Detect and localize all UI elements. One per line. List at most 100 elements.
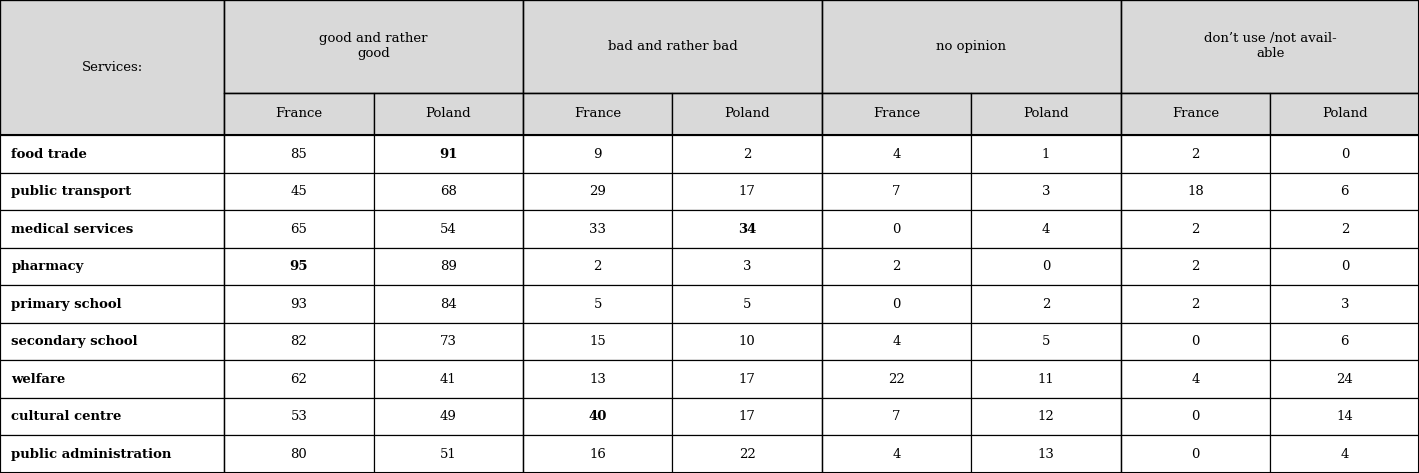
Bar (373, 135, 524, 173)
Bar (822, 210, 972, 248)
Bar (373, 93, 524, 135)
Text: 2: 2 (1191, 260, 1199, 273)
Text: 17: 17 (739, 410, 755, 423)
Text: cultural centre: cultural centre (11, 410, 122, 423)
Bar (673, 135, 822, 173)
Bar (524, 135, 673, 173)
Text: 2: 2 (1191, 223, 1199, 236)
Text: 4: 4 (1042, 223, 1050, 236)
Bar (1121, 93, 1270, 135)
Text: 18: 18 (1188, 185, 1203, 198)
Bar (1270, 210, 1419, 248)
Text: 2: 2 (1191, 298, 1199, 311)
Text: 2: 2 (1191, 148, 1199, 161)
Text: 0: 0 (1341, 260, 1349, 273)
Bar (524, 93, 673, 135)
Text: good and rather
good: good and rather good (319, 32, 429, 60)
Text: 33: 33 (589, 223, 606, 236)
Text: 82: 82 (291, 335, 308, 348)
Text: Services:: Services: (81, 61, 143, 74)
Bar (0, 248, 224, 285)
Text: 24: 24 (1337, 373, 1354, 385)
Bar (673, 210, 822, 248)
Bar (673, 93, 822, 135)
Text: public transport: public transport (11, 185, 132, 198)
Text: welfare: welfare (11, 373, 65, 385)
Text: Poland: Poland (426, 107, 471, 121)
Bar (1270, 436, 1419, 473)
Bar (0, 360, 224, 398)
Text: 4: 4 (893, 335, 901, 348)
Bar (822, 248, 972, 285)
Text: 0: 0 (1191, 410, 1199, 423)
Text: 65: 65 (291, 223, 308, 236)
Bar (0, 173, 224, 210)
Bar (972, 210, 1121, 248)
Text: 29: 29 (589, 185, 606, 198)
Bar (373, 436, 524, 473)
Text: 45: 45 (291, 185, 308, 198)
Bar (673, 436, 822, 473)
Bar (673, 360, 822, 398)
Bar (1270, 360, 1419, 398)
Bar (1121, 248, 1270, 285)
Bar (673, 285, 822, 323)
Bar (524, 360, 673, 398)
Text: 13: 13 (1037, 448, 1054, 461)
Text: 5: 5 (1042, 335, 1050, 348)
Text: 0: 0 (893, 298, 901, 311)
Text: 5: 5 (744, 298, 752, 311)
Text: 68: 68 (440, 185, 457, 198)
Bar (1270, 323, 1419, 360)
Bar (0, 135, 224, 173)
Text: 41: 41 (440, 373, 457, 385)
Bar (673, 323, 822, 360)
Text: France: France (275, 107, 322, 121)
Bar (0, 323, 224, 360)
Text: 3: 3 (1341, 298, 1349, 311)
Bar (972, 360, 1121, 398)
Bar (972, 285, 1121, 323)
Bar (524, 323, 673, 360)
Bar (224, 285, 373, 323)
Text: 34: 34 (738, 223, 756, 236)
Text: primary school: primary school (11, 298, 122, 311)
Bar (972, 93, 1121, 135)
Text: medical services: medical services (11, 223, 133, 236)
Text: no opinion: no opinion (937, 40, 1006, 53)
Bar (373, 248, 524, 285)
Text: 0: 0 (893, 223, 901, 236)
Text: 0: 0 (1042, 260, 1050, 273)
Bar (1270, 285, 1419, 323)
Text: 85: 85 (291, 148, 308, 161)
Text: don’t use /not avail-
able: don’t use /not avail- able (1203, 32, 1337, 60)
Text: Poland: Poland (1323, 107, 1368, 121)
Text: 2: 2 (593, 260, 602, 273)
Text: Poland: Poland (1023, 107, 1069, 121)
Text: 17: 17 (739, 185, 755, 198)
Bar (822, 93, 972, 135)
Bar (524, 248, 673, 285)
Text: 1: 1 (1042, 148, 1050, 161)
Text: 15: 15 (589, 335, 606, 348)
Bar (224, 93, 373, 135)
Text: public administration: public administration (11, 448, 172, 461)
Bar (373, 210, 524, 248)
Text: 2: 2 (744, 148, 752, 161)
Text: 0: 0 (1341, 148, 1349, 161)
Text: 3: 3 (744, 260, 752, 273)
Bar (524, 285, 673, 323)
Bar (373, 360, 524, 398)
Text: 4: 4 (893, 448, 901, 461)
Bar (224, 210, 373, 248)
Text: 17: 17 (739, 373, 755, 385)
Bar (1121, 210, 1270, 248)
Bar (524, 398, 673, 436)
Bar (1121, 360, 1270, 398)
Text: 2: 2 (893, 260, 901, 273)
Text: France: France (575, 107, 622, 121)
Bar (0, 285, 224, 323)
Bar (822, 436, 972, 473)
Text: 51: 51 (440, 448, 457, 461)
Text: bad and rather bad: bad and rather bad (607, 40, 738, 53)
